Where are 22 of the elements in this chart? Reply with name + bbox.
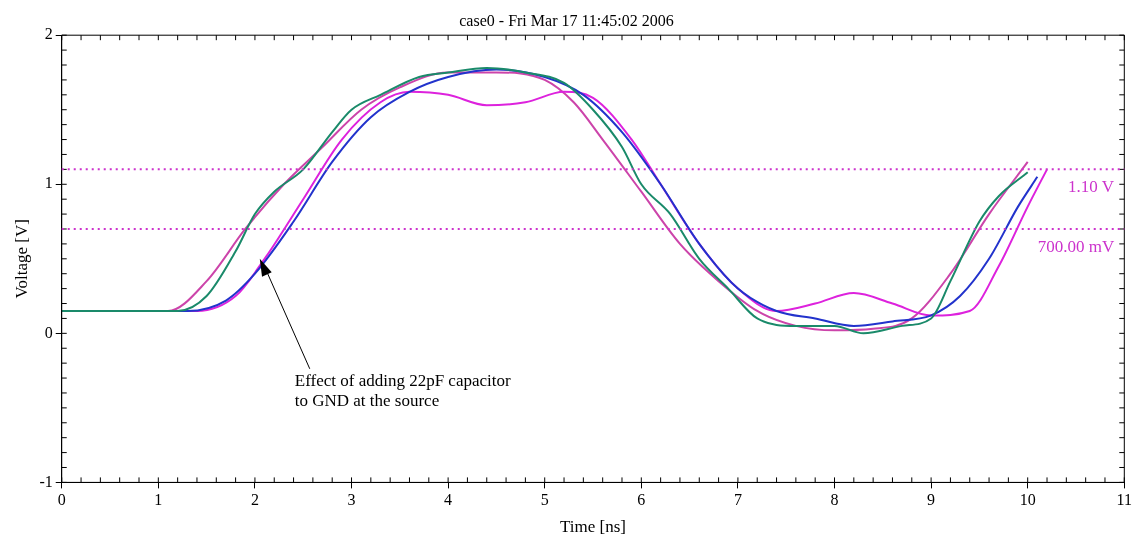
x-tick-label: 5 — [540, 491, 549, 509]
x-tick-label: 9 — [927, 491, 936, 509]
x-tick-label: 6 — [637, 491, 646, 509]
x-tick-label: 8 — [830, 491, 839, 509]
ref-line-label: 1.10 V — [1068, 177, 1115, 197]
y-tick-label: 2 — [44, 25, 53, 43]
x-tick-label: 10 — [1019, 491, 1036, 509]
x-tick-label: 11 — [1116, 491, 1132, 509]
y-tick-label: -1 — [39, 472, 53, 490]
x-tick-label: 3 — [347, 491, 356, 509]
x-tick-label: 2 — [250, 491, 259, 509]
x-tick-label: 7 — [733, 491, 742, 509]
x-axis-title: Time [ns] — [560, 517, 626, 537]
y-axis-title: Voltage [V] — [11, 219, 31, 299]
chart-title: case0 - Fri Mar 17 11:45:02 2006 — [459, 11, 674, 29]
x-tick-label: 1 — [154, 491, 163, 509]
ref-line-label: 700.00 mV — [1037, 236, 1116, 256]
x-tick-label: 0 — [57, 491, 66, 509]
x-tick-label: 4 — [444, 491, 453, 509]
y-tick-label: 0 — [44, 323, 53, 341]
annotation: Effect of adding 22pF capacitor to GND at the source — [294, 370, 511, 410]
y-tick-label: 1 — [44, 174, 53, 192]
